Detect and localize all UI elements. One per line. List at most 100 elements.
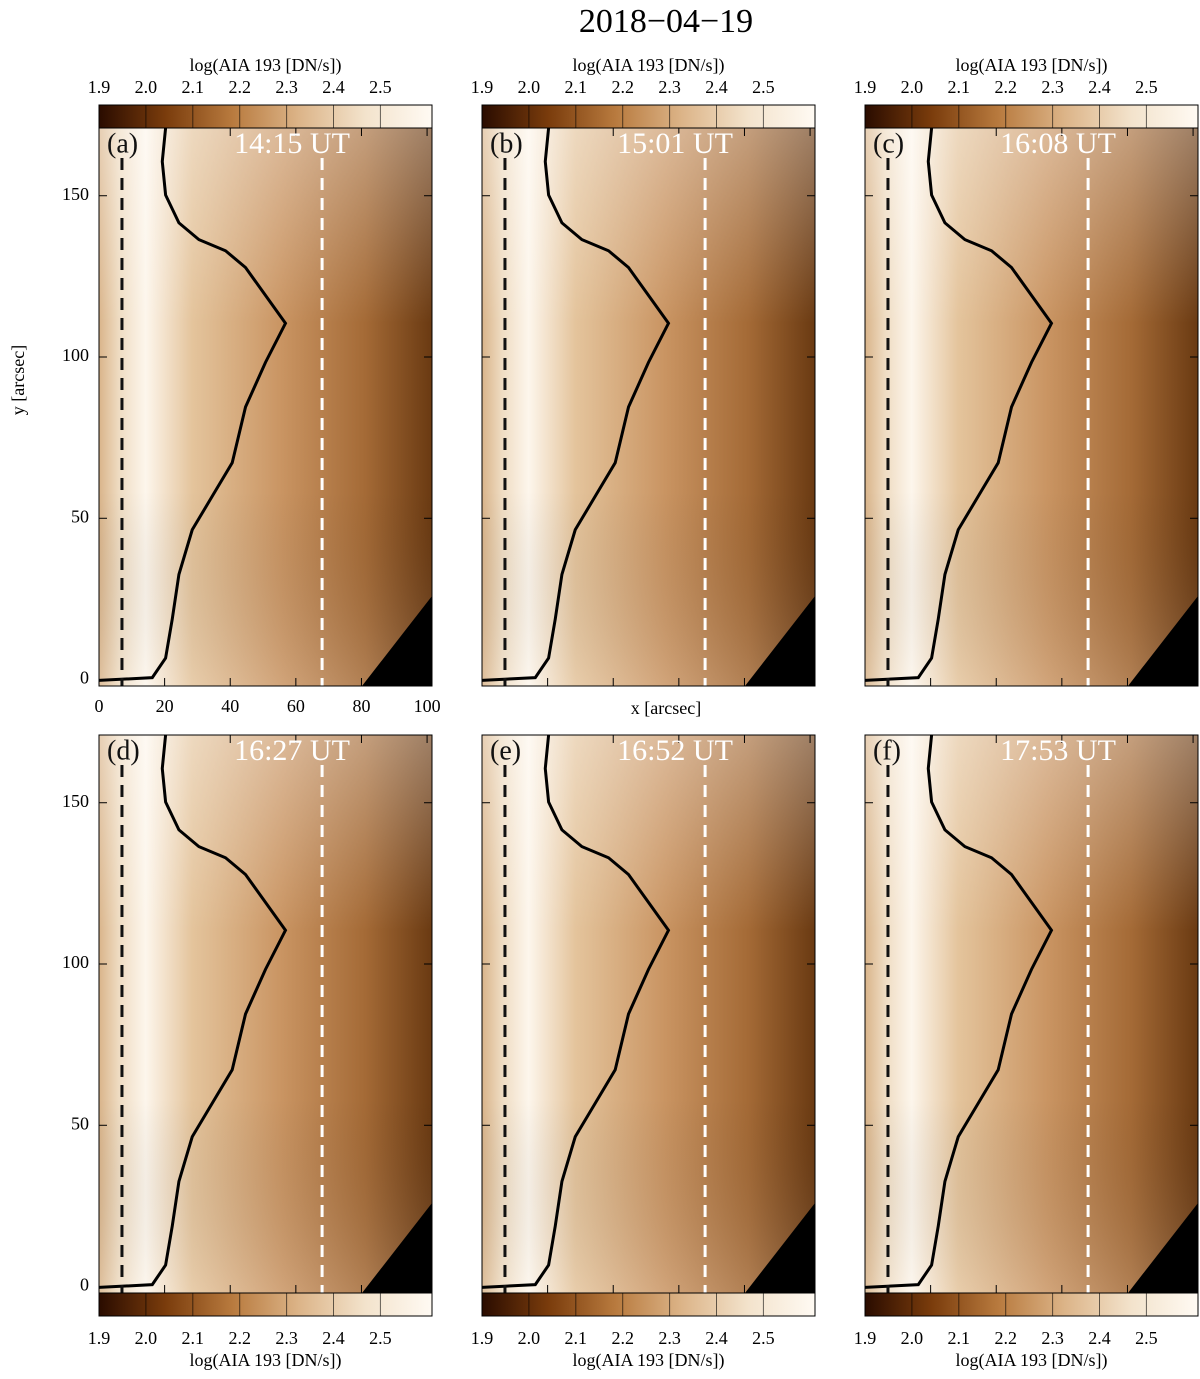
panel-label: (a) (107, 128, 138, 159)
colorbar-tick-label: 1.9 (88, 77, 111, 97)
x-tick-label: 0 (95, 696, 104, 716)
panel-label: (b) (490, 128, 523, 159)
colorbar-tick-label: 2.0 (518, 1328, 541, 1348)
panel: (c) 16:08 UT 1.9 2.0 2.1 2.2 2.3 2.4 2.5 log(AIA … (854, 55, 1199, 687)
colorbar-tick-label: 2.2 (611, 1328, 634, 1348)
colorbar-label: log(AIA 193 [DN/s]) (573, 55, 725, 76)
colorbar-tick-label: 2.2 (994, 1328, 1017, 1348)
image-structure (482, 128, 815, 686)
panel-time: 14:15 UT (234, 127, 350, 160)
y-tick-label: 150 (62, 184, 89, 204)
off-disk-corner (1128, 1203, 1198, 1293)
contour (481, 734, 671, 1289)
off-disk-corner (745, 1203, 815, 1293)
colorbar-tick-label: 2.5 (1135, 77, 1158, 97)
y-tick-label: 0 (80, 1275, 89, 1295)
contour (98, 734, 288, 1289)
colorbar-tick-label: 2.5 (369, 77, 392, 97)
x-tick-label: 20 (156, 696, 174, 716)
colorbar-tick-label: 2.0 (135, 77, 158, 97)
colorbar-tick-label: 1.9 (854, 77, 877, 97)
panel-time: 17:53 UT (1000, 734, 1116, 767)
colorbar-tick-label: 2.1 (182, 77, 205, 97)
colorbar-tick-label: 2.5 (752, 77, 775, 97)
colorbar-tick-label: 2.4 (1088, 1328, 1111, 1348)
x-axis-label: x [arcsec] (631, 698, 701, 718)
colorbar-tick-label: 2.0 (901, 1328, 924, 1348)
panel: 0 50 100 150 (d) 16:27 UT 1.9 2.0 2.1 2.2 2.3 2.4 2.… (62, 734, 433, 1371)
colorbar-tick-label: 2.4 (705, 1328, 728, 1348)
colorbar-tick-label: 2.1 (182, 1328, 205, 1348)
panel-label: (d) (107, 735, 140, 766)
panel-time: 16:27 UT (234, 734, 350, 767)
colorbar-tick-label: 2.0 (901, 77, 924, 97)
colorbar-tick-label: 2.3 (658, 1328, 681, 1348)
contour (98, 127, 288, 682)
panel-time: 16:52 UT (617, 734, 733, 767)
y-tick-label: 50 (71, 1113, 89, 1133)
x-tick-label: 80 (352, 696, 370, 716)
colorbar-label: log(AIA 193 [DN/s]) (190, 55, 342, 76)
colorbar (864, 1292, 1199, 1317)
colorbar (98, 104, 433, 129)
panel-label: (c) (873, 128, 904, 159)
colorbar-tick-label: 2.4 (1088, 77, 1111, 97)
panel: (e) 16:52 UT 1.9 2.0 2.1 2.2 2.3 2.4 2.5 log(AIA … (471, 734, 816, 1371)
y-axis-label: y [arcsec] (8, 345, 28, 415)
colorbar-tick-label: 2.4 (705, 77, 728, 97)
off-disk-corner (362, 596, 432, 686)
x-tick-label: 40 (221, 696, 239, 716)
y-tick-label: 100 (62, 952, 89, 972)
figure-title: 2018−04−19 (579, 3, 753, 40)
colorbar (864, 104, 1199, 129)
contour (864, 734, 1054, 1289)
colorbar (481, 1292, 816, 1317)
colorbar-tick-label: 2.5 (1135, 1328, 1158, 1348)
colorbar-tick-label: 2.1 (565, 1328, 588, 1348)
colorbar-tick-label: 2.4 (322, 1328, 345, 1348)
colorbar-tick-label: 1.9 (471, 1328, 494, 1348)
colorbar-label: log(AIA 193 [DN/s]) (573, 1350, 725, 1371)
colorbar-tick-label: 1.9 (88, 1328, 111, 1348)
colorbar-tick-label: 1.9 (854, 1328, 877, 1348)
y-tick-label: 100 (62, 345, 89, 365)
colorbar-tick-label: 2.1 (948, 77, 971, 97)
colorbar-tick-label: 2.2 (611, 77, 634, 97)
off-disk-corner (745, 596, 815, 686)
colorbar-tick-label: 2.3 (275, 77, 298, 97)
off-disk-corner (362, 1203, 432, 1293)
colorbar-tick-label: 1.9 (471, 77, 494, 97)
colorbar-tick-label: 2.1 (948, 1328, 971, 1348)
colorbar-tick-label: 2.2 (228, 77, 251, 97)
panel-time: 15:01 UT (617, 127, 733, 160)
image-structure (99, 128, 432, 686)
off-disk-corner (1128, 596, 1198, 686)
image-structure (482, 735, 815, 1293)
colorbar-label: log(AIA 193 [DN/s]) (190, 1350, 342, 1371)
x-tick-label: 60 (287, 696, 305, 716)
colorbar-label: log(AIA 193 [DN/s]) (956, 55, 1108, 76)
contour (481, 127, 671, 682)
colorbar-tick-label: 2.0 (518, 77, 541, 97)
colorbar-tick-label: 2.2 (994, 77, 1017, 97)
colorbar-tick-label: 2.5 (752, 1328, 775, 1348)
colorbar-tick-label: 2.1 (565, 77, 588, 97)
image-structure (865, 128, 1198, 686)
panel-time: 16:08 UT (1000, 127, 1116, 160)
colorbar-tick-label: 2.5 (369, 1328, 392, 1348)
y-tick-label: 50 (71, 506, 89, 526)
colorbar-tick-label: 2.3 (1041, 77, 1064, 97)
colorbar-tick-label: 2.4 (322, 77, 345, 97)
colorbar-tick-label: 2.2 (228, 1328, 251, 1348)
contour (864, 127, 1054, 682)
y-tick-label: 0 (80, 668, 89, 688)
panel-label: (e) (490, 735, 521, 766)
colorbar-tick-label: 2.3 (275, 1328, 298, 1348)
y-tick-label: 150 (62, 791, 89, 811)
image-structure (865, 735, 1198, 1293)
colorbar-tick-label: 2.3 (1041, 1328, 1064, 1348)
x-tick-label: 100 (414, 696, 441, 716)
colorbar-tick-label: 2.3 (658, 77, 681, 97)
panel: (f) 17:53 UT 1.9 2.0 2.1 2.2 2.3 2.4 2.5 log(AIA … (854, 734, 1199, 1371)
